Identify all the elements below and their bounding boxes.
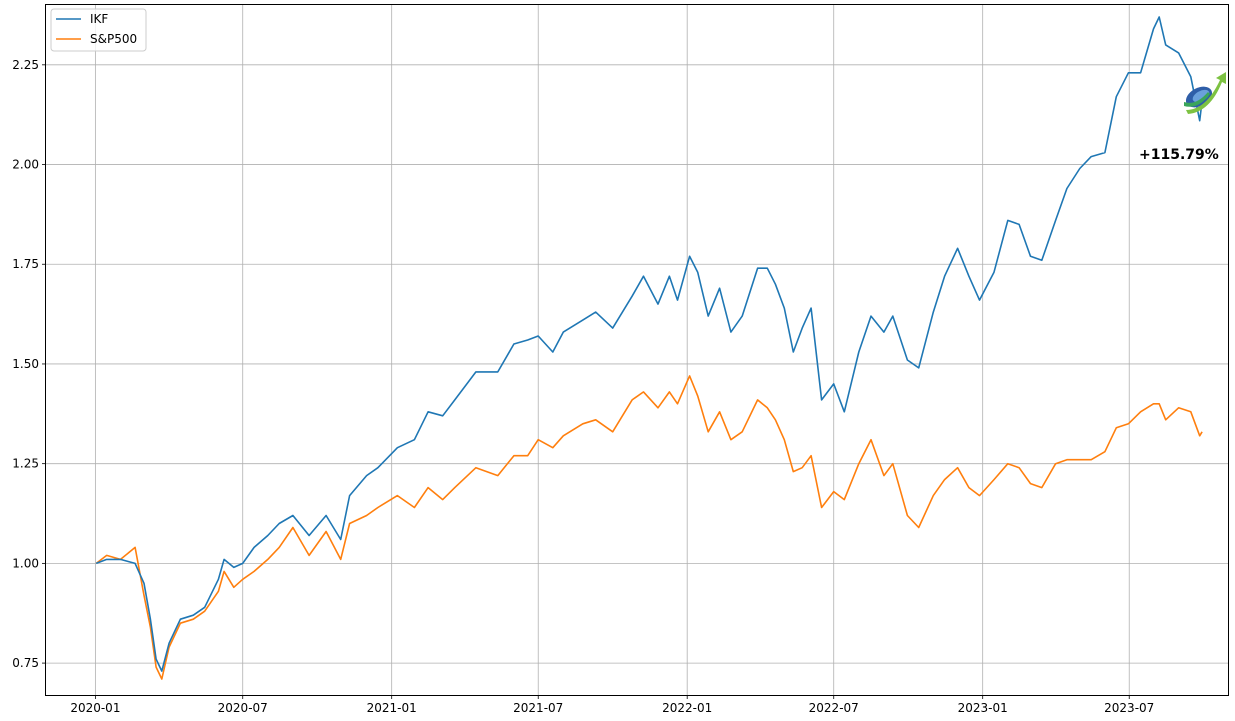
y-tick-label: 1.25	[12, 457, 39, 471]
x-tick-label: 2021-07	[513, 701, 563, 715]
x-axis: 2020-01 2020-07 2021-01 2021-07 2022-01 2022-…	[70, 695, 1154, 715]
grid	[46, 5, 1228, 695]
return-annotation: +115.79%	[1139, 147, 1219, 163]
y-tick-label: 1.75	[12, 257, 39, 271]
series-layer	[95, 16, 1203, 680]
y-tick-label: 2.00	[12, 158, 39, 172]
y-tick-label: 1.00	[12, 556, 39, 570]
legend-label-sp500: S&P500	[90, 32, 137, 46]
x-tick-label: 2021-01	[367, 701, 417, 715]
series-line-sp500	[95, 375, 1203, 680]
y-axis: 0.75 1.00 1.25 1.50 1.75 2.00 2.25	[12, 58, 46, 670]
y-tick-label: 0.75	[12, 656, 39, 670]
growth-arrow-logo	[1184, 72, 1226, 114]
legend-label-ikf: IKF	[90, 12, 108, 26]
x-tick-label: 2022-07	[809, 701, 859, 715]
x-tick-label: 2023-01	[958, 701, 1008, 715]
y-tick-label: 1.50	[12, 357, 39, 371]
series-line-ikf	[95, 16, 1203, 672]
y-tick-label: 2.25	[12, 58, 39, 72]
legend: IKF S&P500	[50, 8, 147, 52]
x-tick-label: 2022-01	[662, 701, 712, 715]
x-tick-label: 2020-01	[70, 701, 120, 715]
plot-frame	[45, 4, 1229, 696]
x-tick-label: 2020-07	[218, 701, 268, 715]
x-tick-label: 2023-07	[1104, 701, 1154, 715]
